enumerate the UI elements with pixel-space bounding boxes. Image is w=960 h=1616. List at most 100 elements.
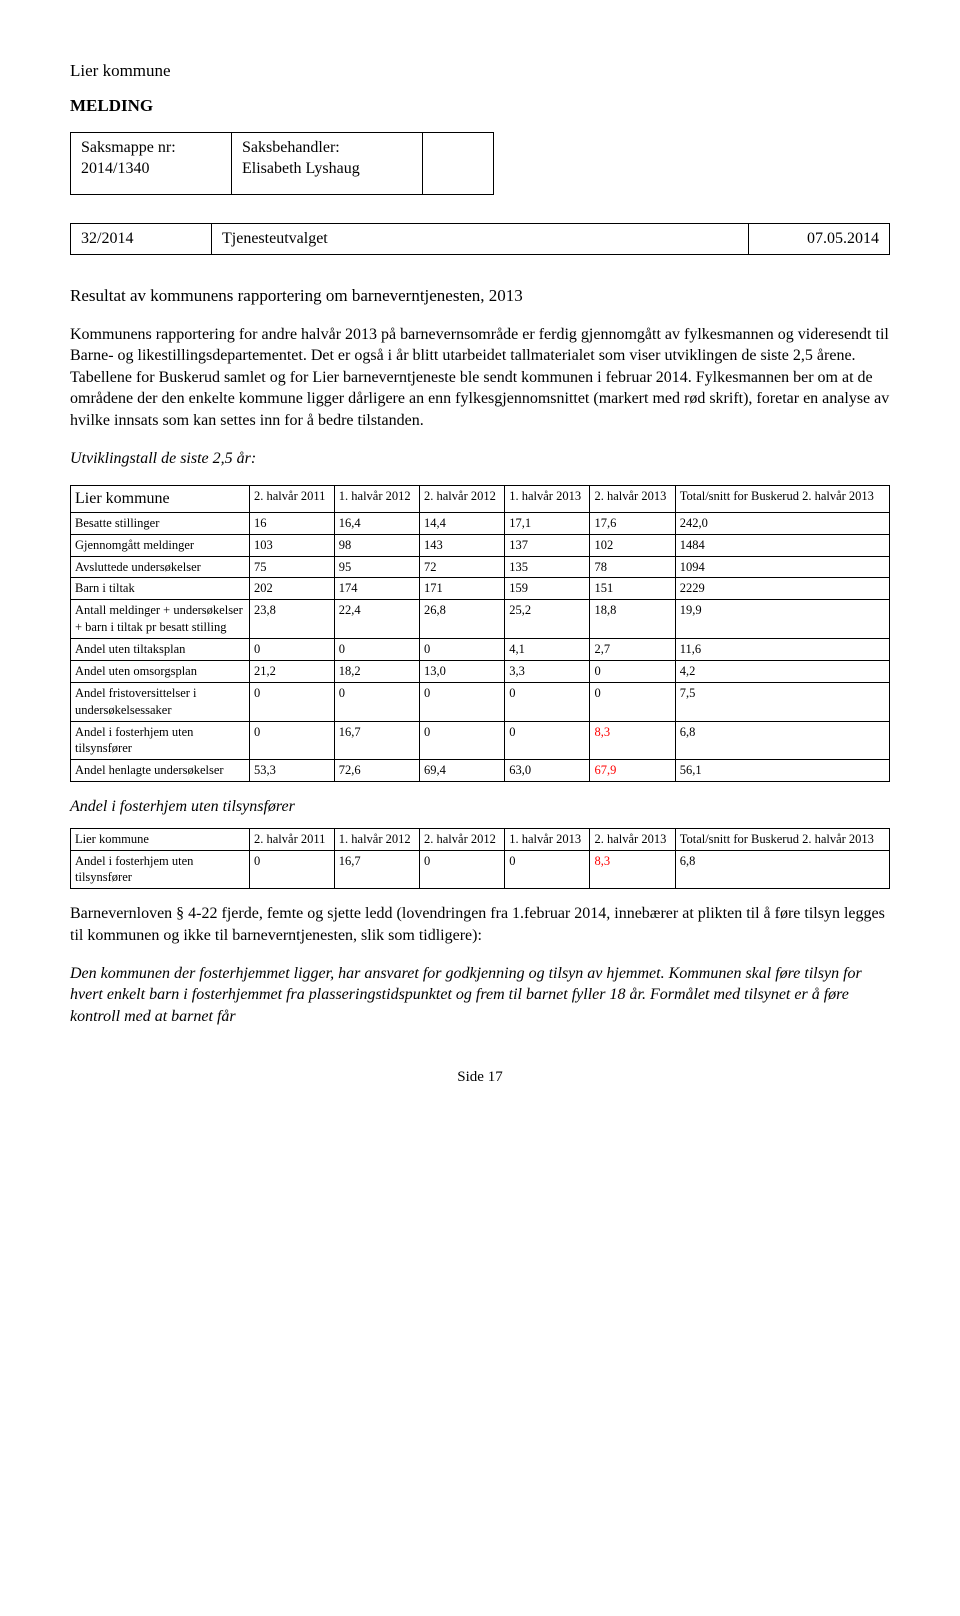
- melding-label: MELDING: [70, 95, 890, 118]
- cell-value: 98: [334, 534, 419, 556]
- municipality-name: Lier kommune: [70, 60, 890, 83]
- cell-value: 143: [420, 534, 505, 556]
- ref-date: 07.05.2014: [749, 224, 890, 255]
- row-label: Avsluttede undersøkelser: [71, 556, 250, 578]
- cell-value: 22,4: [334, 600, 419, 639]
- development-table: Lier kommune2. halvår 20111. halvår 2012…: [70, 485, 890, 782]
- cell-value: 0: [505, 682, 590, 721]
- cell-value: 137: [505, 534, 590, 556]
- row-label: Barn i tiltak: [71, 578, 250, 600]
- cell-value: 7,5: [675, 682, 889, 721]
- table-row: Barn i tiltak2021741711591512229: [71, 578, 890, 600]
- utvikling-label: Utviklingstall de siste 2,5 år:: [70, 448, 890, 470]
- page-footer: Side 17: [70, 1067, 890, 1087]
- row-label: Gjennomgått meldinger: [71, 534, 250, 556]
- cell-value: 23,8: [250, 600, 335, 639]
- foster-table: Lier kommune2. halvår 20111. halvår 2012…: [70, 828, 890, 890]
- cell-value: 0: [590, 660, 675, 682]
- table-row: Antall meldinger + undersøkelser + barn …: [71, 600, 890, 639]
- table-row: Andel i fosterhjem uten tilsynsfører016,…: [71, 850, 890, 889]
- row-label: Andel i fosterhjem uten tilsynsfører: [71, 721, 250, 760]
- ref-committee: Tjenesteutvalget: [212, 224, 749, 255]
- saksmappe-value: 2014/1340: [81, 160, 149, 177]
- intro-paragraph: Kommunens rapportering for andre halvår …: [70, 324, 890, 432]
- cell-value: 102: [590, 534, 675, 556]
- cell-value: 78: [590, 556, 675, 578]
- row-label: Andel uten tiltaksplan: [71, 639, 250, 661]
- cell-value: 159: [505, 578, 590, 600]
- cell-value: 21,2: [250, 660, 335, 682]
- cell-value: 0: [250, 682, 335, 721]
- cell-value: 72,6: [334, 760, 419, 782]
- cell-value: 103: [250, 534, 335, 556]
- cell-value: 8,3: [590, 850, 675, 889]
- law-paragraph: Barnevernloven § 4-22 fjerde, femte og s…: [70, 903, 890, 946]
- cell-value: 56,1: [675, 760, 889, 782]
- cell-value: 202: [250, 578, 335, 600]
- cell-value: 0: [420, 639, 505, 661]
- row-label: Andel henlagte undersøkelser: [71, 760, 250, 782]
- cell-value: 0: [505, 721, 590, 760]
- reference-table: 32/2014 Tjenesteutvalget 07.05.2014: [70, 223, 890, 255]
- cell-value: 151: [590, 578, 675, 600]
- cell-value: 6,8: [675, 721, 889, 760]
- cell-value: 0: [250, 639, 335, 661]
- cell-value: 1484: [675, 534, 889, 556]
- cell-value: 16,4: [334, 512, 419, 534]
- cell-value: 2229: [675, 578, 889, 600]
- saksbehandler-label: Saksbehandler:: [242, 139, 340, 156]
- cell-value: 0: [590, 682, 675, 721]
- table-column-header: 1. halvår 2013: [505, 486, 590, 513]
- cell-value: 2,7: [590, 639, 675, 661]
- cell-value: 11,6: [675, 639, 889, 661]
- cell-value: 63,0: [505, 760, 590, 782]
- cell-value: 0: [420, 721, 505, 760]
- cell-value: 13,0: [420, 660, 505, 682]
- table-row: Gjennomgått meldinger103981431371021484: [71, 534, 890, 556]
- cell-value: 75: [250, 556, 335, 578]
- table-column-header: 1. halvår 2013: [505, 828, 590, 850]
- cell-value: 0: [420, 682, 505, 721]
- table-head-label: Lier kommune: [71, 828, 250, 850]
- row-label: Andel fristoversittelser i undersøkelses…: [71, 682, 250, 721]
- table-head-label: Lier kommune: [71, 486, 250, 513]
- cell-value: 14,4: [420, 512, 505, 534]
- cell-value: 18,2: [334, 660, 419, 682]
- cell-value: 69,4: [420, 760, 505, 782]
- cell-value: 0: [505, 850, 590, 889]
- table-column-header: 2. halvår 2011: [250, 828, 335, 850]
- cell-value: 18,8: [590, 600, 675, 639]
- cell-value: 72: [420, 556, 505, 578]
- cell-value: 16,7: [334, 721, 419, 760]
- cell-value: 0: [250, 850, 335, 889]
- cell-value: 1094: [675, 556, 889, 578]
- table-column-header: 2. halvår 2013: [590, 486, 675, 513]
- table-column-header: Total/snitt for Buskerud 2. halvår 2013: [675, 486, 889, 513]
- cell-value: 4,2: [675, 660, 889, 682]
- table-column-header: 1. halvår 2012: [334, 486, 419, 513]
- table-row: Avsluttede undersøkelser759572135781094: [71, 556, 890, 578]
- table-column-header: 2. halvår 2011: [250, 486, 335, 513]
- cell-value: 3,3: [505, 660, 590, 682]
- row-label: Antall meldinger + undersøkelser + barn …: [71, 600, 250, 639]
- table-row: Andel fristoversittelser i undersøkelses…: [71, 682, 890, 721]
- saksmappe-label: Saksmappe nr:: [81, 139, 176, 156]
- cell-value: 6,8: [675, 850, 889, 889]
- table-row: Andel uten omsorgsplan21,218,213,03,304,…: [71, 660, 890, 682]
- cell-value: 0: [334, 639, 419, 661]
- cell-value: 0: [334, 682, 419, 721]
- cell-value: 67,9: [590, 760, 675, 782]
- table-row: Andel i fosterhjem uten tilsynsfører016,…: [71, 721, 890, 760]
- cell-value: 0: [420, 850, 505, 889]
- cell-value: 242,0: [675, 512, 889, 534]
- table-row: Besatte stillinger1616,414,417,117,6242,…: [71, 512, 890, 534]
- table-row: Andel uten tiltaksplan0004,12,711,6: [71, 639, 890, 661]
- cell-value: 25,2: [505, 600, 590, 639]
- row-label: Besatte stillinger: [71, 512, 250, 534]
- law-quote: Den kommunen der fosterhjemmet ligger, h…: [70, 963, 890, 1028]
- section2-title: Andel i fosterhjem uten tilsynsfører: [70, 796, 890, 818]
- cell-value: 19,9: [675, 600, 889, 639]
- ref-number: 32/2014: [71, 224, 212, 255]
- cell-value: 174: [334, 578, 419, 600]
- table-row: Andel henlagte undersøkelser53,372,669,4…: [71, 760, 890, 782]
